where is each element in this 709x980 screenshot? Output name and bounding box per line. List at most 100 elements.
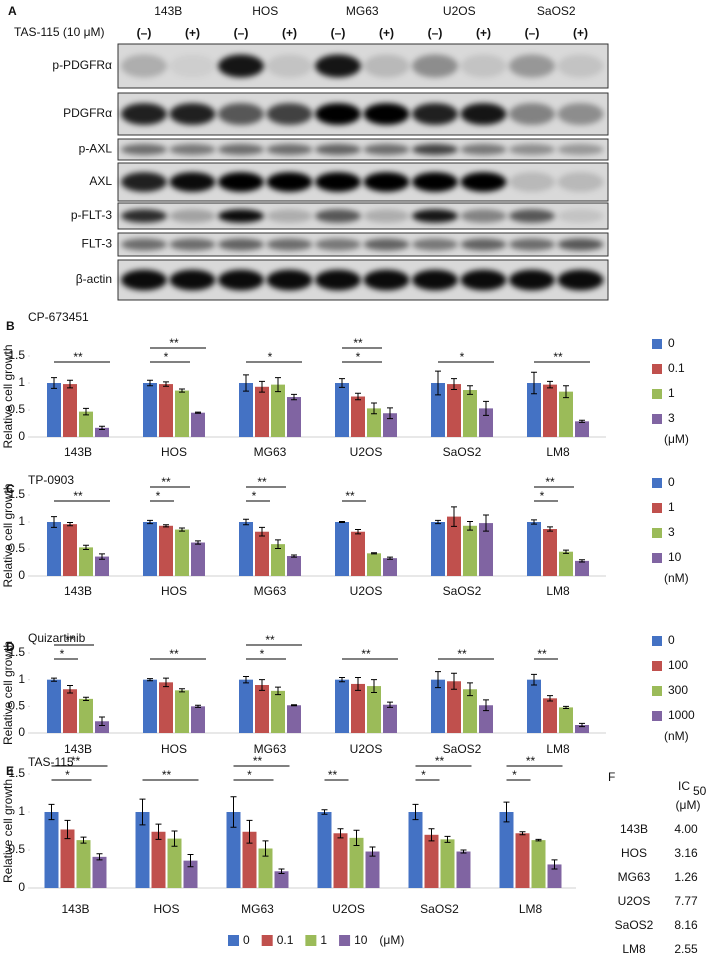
legend-swatch [652, 553, 662, 563]
blot-band [121, 103, 167, 125]
bar [191, 412, 205, 437]
error-bar [451, 672, 457, 690]
bar [447, 516, 461, 576]
significance-label: * [356, 350, 361, 364]
chart-title: TP-0903 [28, 473, 74, 487]
treatment-label: TAS-115 (10 μM) [14, 25, 105, 39]
x-tick-label: LM8 [546, 584, 570, 598]
blot-band [218, 238, 264, 251]
error-bar [243, 374, 249, 392]
blot-band [315, 238, 361, 251]
bar [365, 851, 380, 888]
bar [175, 529, 189, 576]
bar [239, 679, 253, 733]
blot-band [315, 269, 361, 291]
error-bar [467, 385, 473, 395]
error-bar [195, 704, 201, 708]
error-bar [428, 828, 435, 842]
blot-row-label: p-AXL [79, 142, 113, 156]
bar [255, 531, 269, 576]
bar [79, 411, 93, 437]
bar [287, 556, 301, 576]
significance-label: * [512, 768, 517, 782]
error-bar [155, 823, 162, 840]
blot-row-label: FLT-3 [82, 237, 113, 251]
table-cell-line: SaOS2 [615, 918, 654, 932]
blot-band [412, 209, 458, 223]
legend-label: 3 [668, 411, 675, 425]
error-bar [547, 526, 553, 532]
blot-band [412, 269, 458, 291]
bar [527, 522, 541, 576]
error-bar [243, 675, 249, 684]
significance-label: ** [537, 647, 547, 661]
y-tick-label: 0.5 [8, 541, 25, 555]
y-tick-label: 1 [18, 375, 25, 389]
blot-band [121, 269, 167, 291]
legend-label: 1 [668, 386, 675, 400]
blot-row-label: p-FLT-3 [71, 208, 112, 222]
legend-label: 1 [668, 500, 675, 514]
bar [63, 524, 77, 576]
legend-label: 1000 [668, 708, 695, 722]
y-tick-label: 0 [18, 725, 25, 739]
bar [543, 529, 557, 576]
y-tick-label: 0.5 [8, 402, 25, 416]
error-bar [275, 377, 281, 393]
error-bar [179, 388, 185, 393]
bar [271, 384, 285, 437]
error-bar [67, 685, 73, 694]
significance-label: * [260, 647, 265, 661]
bar [44, 812, 59, 888]
legend-label: 3 [668, 525, 675, 539]
bar [531, 840, 546, 888]
bar [242, 831, 257, 888]
error-bar [531, 371, 537, 395]
error-bar [291, 704, 297, 707]
legend-label: 300 [668, 683, 688, 697]
bar [383, 413, 397, 437]
blot-band [557, 238, 604, 251]
bar [383, 704, 397, 733]
blot-band [169, 144, 216, 155]
error-bar [579, 419, 585, 423]
error-bar [195, 411, 201, 414]
x-tick-label: MG63 [254, 445, 287, 459]
blot-band [121, 172, 167, 192]
table-ic50-value: 8.16 [674, 918, 698, 932]
ic50-symbol: IC [678, 779, 690, 793]
blot-band [169, 172, 216, 192]
legend-label: 0 [668, 633, 675, 647]
legend-swatch [305, 935, 317, 946]
legend-swatch [652, 686, 662, 696]
significance-label: * [247, 768, 252, 782]
error-bar [83, 407, 89, 416]
error-bar [451, 378, 457, 390]
bar [431, 522, 445, 576]
bar [527, 679, 541, 733]
bar [367, 553, 381, 576]
blot-band [266, 54, 313, 78]
error-bar [535, 838, 542, 842]
condition-label: (+) [476, 26, 491, 40]
y-axis-label: Relative cell growth [1, 483, 15, 587]
error-bar [291, 554, 297, 558]
error-bar [195, 540, 201, 545]
blot-band [509, 54, 555, 78]
x-tick-label: U2OS [350, 445, 383, 459]
bar [271, 544, 285, 576]
significance-label: ** [553, 350, 563, 364]
blot-band [169, 54, 216, 78]
table-cell-line: U2OS [618, 894, 651, 908]
error-bar [262, 840, 269, 857]
blot-band [412, 238, 458, 251]
bar [287, 397, 301, 437]
significance-label: * [60, 647, 65, 661]
significance-label: * [540, 489, 545, 503]
error-bar [99, 716, 105, 727]
error-bar [355, 677, 361, 691]
bar [351, 531, 365, 576]
bar [547, 864, 562, 888]
error-bar [371, 679, 377, 693]
